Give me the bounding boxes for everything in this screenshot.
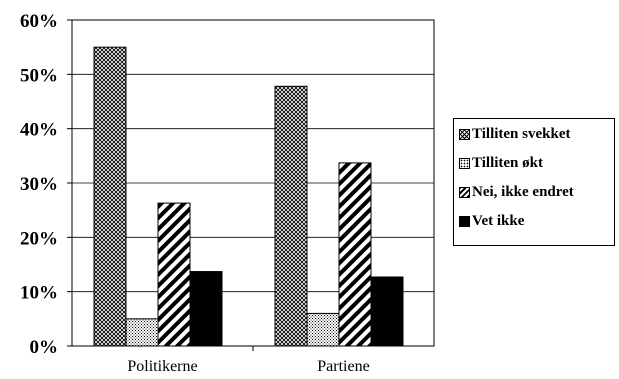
legend-item: Vet ikke — [459, 209, 614, 233]
y-tick-label: 10% — [20, 283, 58, 304]
bar-dots-1 — [306, 312, 340, 347]
bar-dots-0 — [125, 318, 159, 347]
y-tick-label: 20% — [20, 228, 58, 249]
legend-swatch — [459, 215, 470, 227]
bar-crosshatch-1 — [274, 85, 308, 347]
legend-label: Vet ikke — [472, 212, 525, 229]
legend-item: Nei, ikke endret — [459, 180, 614, 204]
x-category-label: Partiene — [317, 358, 369, 375]
x-category-label: Politikerne — [127, 358, 197, 375]
y-tick-label: 30% — [20, 174, 58, 195]
legend-item: Tilliten økt — [459, 151, 614, 175]
y-tick-label: 40% — [20, 120, 58, 141]
y-tick-label: 60% — [20, 11, 58, 32]
legend-label: Tilliten økt — [472, 154, 543, 171]
bars — [93, 46, 404, 347]
axes: 0% 10% 20% 30% 40% 50% 60% Politikerne Partiene — [20, 11, 370, 375]
legend-item: Tilliten svekket — [459, 122, 614, 146]
bar-solid-1 — [370, 276, 404, 347]
legend-label: Nei, ikke endret — [472, 183, 574, 200]
bar-crosshatch-0 — [93, 46, 127, 347]
legend-swatch — [459, 157, 470, 169]
bar-diagonal-1 — [338, 162, 372, 347]
bar-diagonal-0 — [157, 202, 191, 347]
y-tick-label: 0% — [30, 337, 59, 358]
legend: Tilliten svekket Tilliten økt Nei, ikke en… — [453, 118, 615, 246]
y-tick-label: 50% — [20, 65, 58, 86]
bar-solid-0 — [189, 271, 223, 347]
legend-label: Tilliten svekket — [472, 125, 571, 142]
legend-swatch — [459, 186, 470, 198]
legend-swatch — [459, 128, 470, 140]
